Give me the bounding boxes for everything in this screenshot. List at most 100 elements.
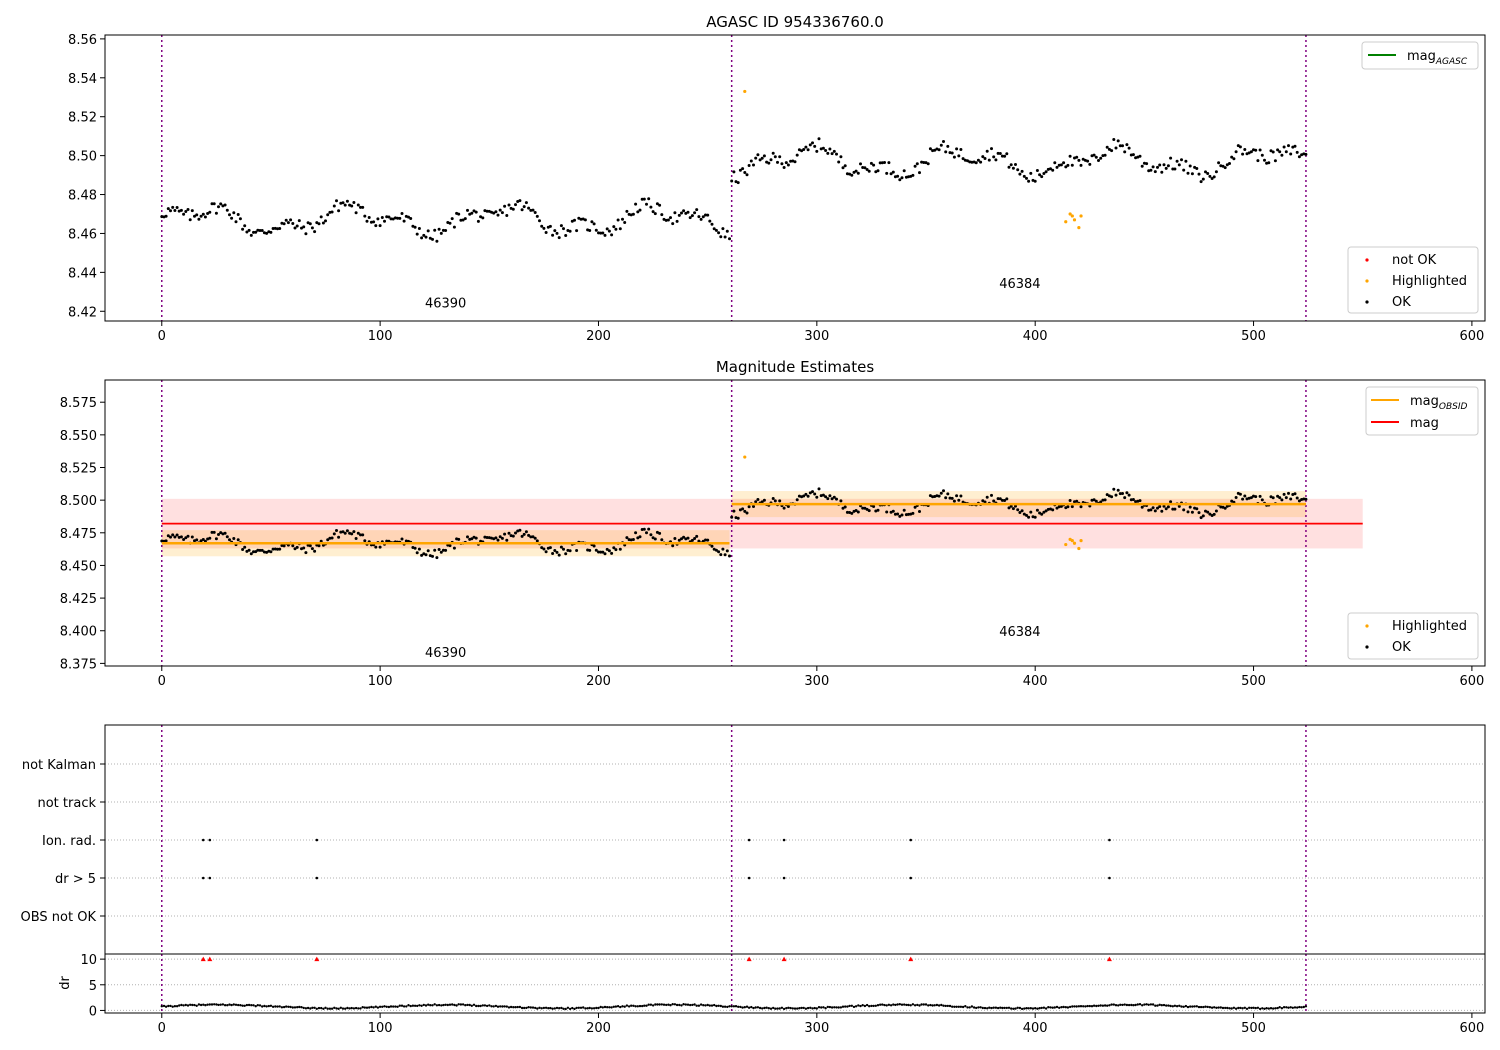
ok-point	[1149, 168, 1153, 172]
dr-point	[717, 1004, 720, 1007]
dr-point	[568, 1007, 572, 1011]
ok-point	[710, 544, 714, 548]
dr-point	[940, 1003, 943, 1007]
dr-point	[372, 1006, 375, 1009]
dr-point	[243, 1004, 246, 1007]
dr-point	[913, 1004, 917, 1007]
ok-point	[1276, 148, 1280, 152]
ok-point	[778, 499, 782, 503]
ok-point	[985, 149, 989, 153]
ok-point	[413, 225, 417, 229]
ok-point	[933, 148, 937, 152]
dr-point	[370, 1005, 373, 1009]
dr-point	[1241, 1007, 1244, 1010]
flag-point	[315, 838, 319, 842]
dr-point	[1165, 1004, 1168, 1007]
ok-point	[332, 532, 336, 536]
ok-point	[542, 547, 546, 551]
ok-point	[771, 151, 775, 155]
ok-point	[1103, 498, 1107, 502]
dr-point	[680, 1004, 683, 1007]
dr-point	[785, 1007, 788, 1010]
dr-point	[1130, 1003, 1133, 1007]
ok-point	[271, 227, 275, 230]
dr-point	[534, 1006, 537, 1010]
ok-point	[786, 163, 790, 167]
dr-point	[1010, 1007, 1013, 1010]
dr-point	[1042, 1006, 1046, 1009]
dr-point	[555, 1006, 559, 1010]
highlighted-point	[1064, 542, 1068, 547]
dr-point	[195, 1004, 198, 1007]
ok-point	[1184, 159, 1188, 163]
ok-point	[1101, 498, 1105, 502]
dr-point	[1016, 1006, 1019, 1009]
dr-point	[381, 1005, 384, 1008]
ok-point	[1025, 176, 1028, 180]
dr-point	[719, 1004, 722, 1008]
x-tick-label: 0	[158, 674, 166, 689]
dr-point	[588, 1006, 591, 1010]
dr-point	[507, 1006, 511, 1009]
ok-point	[647, 197, 651, 201]
ok-point	[588, 548, 592, 552]
dr-point	[538, 1006, 541, 1009]
ok-point	[507, 531, 511, 535]
dr-point	[798, 1007, 801, 1010]
ok-point	[745, 511, 749, 515]
dr-point	[320, 1006, 323, 1010]
ok-point	[808, 491, 812, 495]
y-tick-label: 8.475	[60, 527, 97, 542]
dr-point	[1147, 1003, 1150, 1006]
ok-point	[1066, 505, 1070, 509]
dr-point	[979, 1006, 982, 1009]
legend-not-ok-label: not OK	[1392, 253, 1437, 268]
ok-point	[957, 498, 961, 502]
dr-point	[1071, 1005, 1074, 1008]
dr-point	[378, 1005, 382, 1008]
highlighted-point	[1070, 214, 1074, 218]
ok-point	[219, 531, 223, 535]
ok-point	[1121, 492, 1124, 495]
ok-point	[1271, 496, 1275, 500]
ok-point	[1070, 163, 1074, 167]
ok-point	[826, 151, 830, 155]
dr-point	[440, 1004, 443, 1007]
dr-point	[616, 1005, 620, 1008]
dr-point	[929, 1003, 932, 1007]
dr-point	[660, 1003, 663, 1006]
ok-point	[494, 536, 498, 540]
dr-point	[1068, 1005, 1072, 1009]
ok-point	[276, 547, 279, 551]
dr-point	[686, 1003, 690, 1006]
dr-point	[1136, 1003, 1140, 1006]
dr-point	[961, 1005, 965, 1009]
ok-point	[1099, 500, 1103, 504]
ok-point	[1018, 172, 1022, 176]
ok-point	[1210, 177, 1214, 180]
dr-clipped-marker	[746, 956, 752, 962]
ok-point	[424, 553, 428, 557]
dr-point	[433, 1003, 436, 1006]
ok-point	[160, 539, 164, 543]
ok-point	[505, 214, 509, 217]
dr-point	[492, 1005, 495, 1008]
dr-point	[1175, 1005, 1179, 1008]
ok-point	[1206, 510, 1210, 514]
ok-point	[409, 217, 413, 220]
dr-point	[977, 1006, 980, 1009]
dr-point	[464, 1004, 467, 1007]
dr-point	[496, 1005, 500, 1008]
ok-point	[212, 530, 216, 534]
dr-point	[280, 1006, 284, 1009]
ok-point	[217, 533, 220, 536]
dr-point	[1287, 1006, 1290, 1009]
ok-point	[1044, 509, 1048, 513]
legend-mag-agasc-label: magAGASC	[1407, 49, 1468, 67]
dr-point	[291, 1006, 294, 1009]
dr-point	[669, 1004, 672, 1007]
ok-point	[1284, 150, 1288, 154]
ok-point	[319, 215, 323, 219]
ok-point	[771, 497, 775, 500]
dr-point	[850, 1004, 853, 1007]
